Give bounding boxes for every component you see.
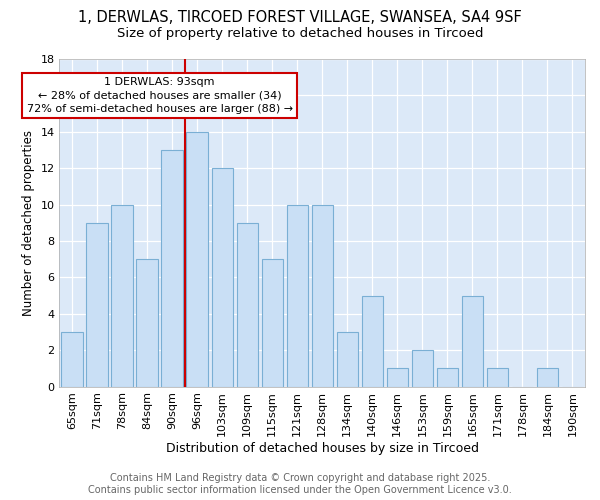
Bar: [487, 368, 508, 386]
Bar: [412, 350, 433, 387]
Bar: [187, 132, 208, 386]
Bar: [161, 150, 183, 386]
Bar: [61, 332, 83, 386]
Bar: [287, 204, 308, 386]
Bar: [362, 296, 383, 386]
Bar: [112, 204, 133, 386]
Text: Size of property relative to detached houses in Tircoed: Size of property relative to detached ho…: [117, 28, 483, 40]
Bar: [262, 259, 283, 386]
Text: 1 DERWLAS: 93sqm
← 28% of detached houses are smaller (34)
72% of semi-detached : 1 DERWLAS: 93sqm ← 28% of detached house…: [26, 77, 293, 114]
Bar: [86, 223, 107, 386]
Bar: [337, 332, 358, 386]
Text: 1, DERWLAS, TIRCOED FOREST VILLAGE, SWANSEA, SA4 9SF: 1, DERWLAS, TIRCOED FOREST VILLAGE, SWAN…: [78, 10, 522, 25]
Bar: [212, 168, 233, 386]
X-axis label: Distribution of detached houses by size in Tircoed: Distribution of detached houses by size …: [166, 442, 479, 455]
Y-axis label: Number of detached properties: Number of detached properties: [22, 130, 35, 316]
Bar: [311, 204, 333, 386]
Bar: [236, 223, 258, 386]
Text: Contains HM Land Registry data © Crown copyright and database right 2025.
Contai: Contains HM Land Registry data © Crown c…: [88, 474, 512, 495]
Bar: [386, 368, 408, 386]
Bar: [136, 259, 158, 386]
Bar: [462, 296, 483, 386]
Bar: [437, 368, 458, 386]
Bar: [537, 368, 558, 386]
